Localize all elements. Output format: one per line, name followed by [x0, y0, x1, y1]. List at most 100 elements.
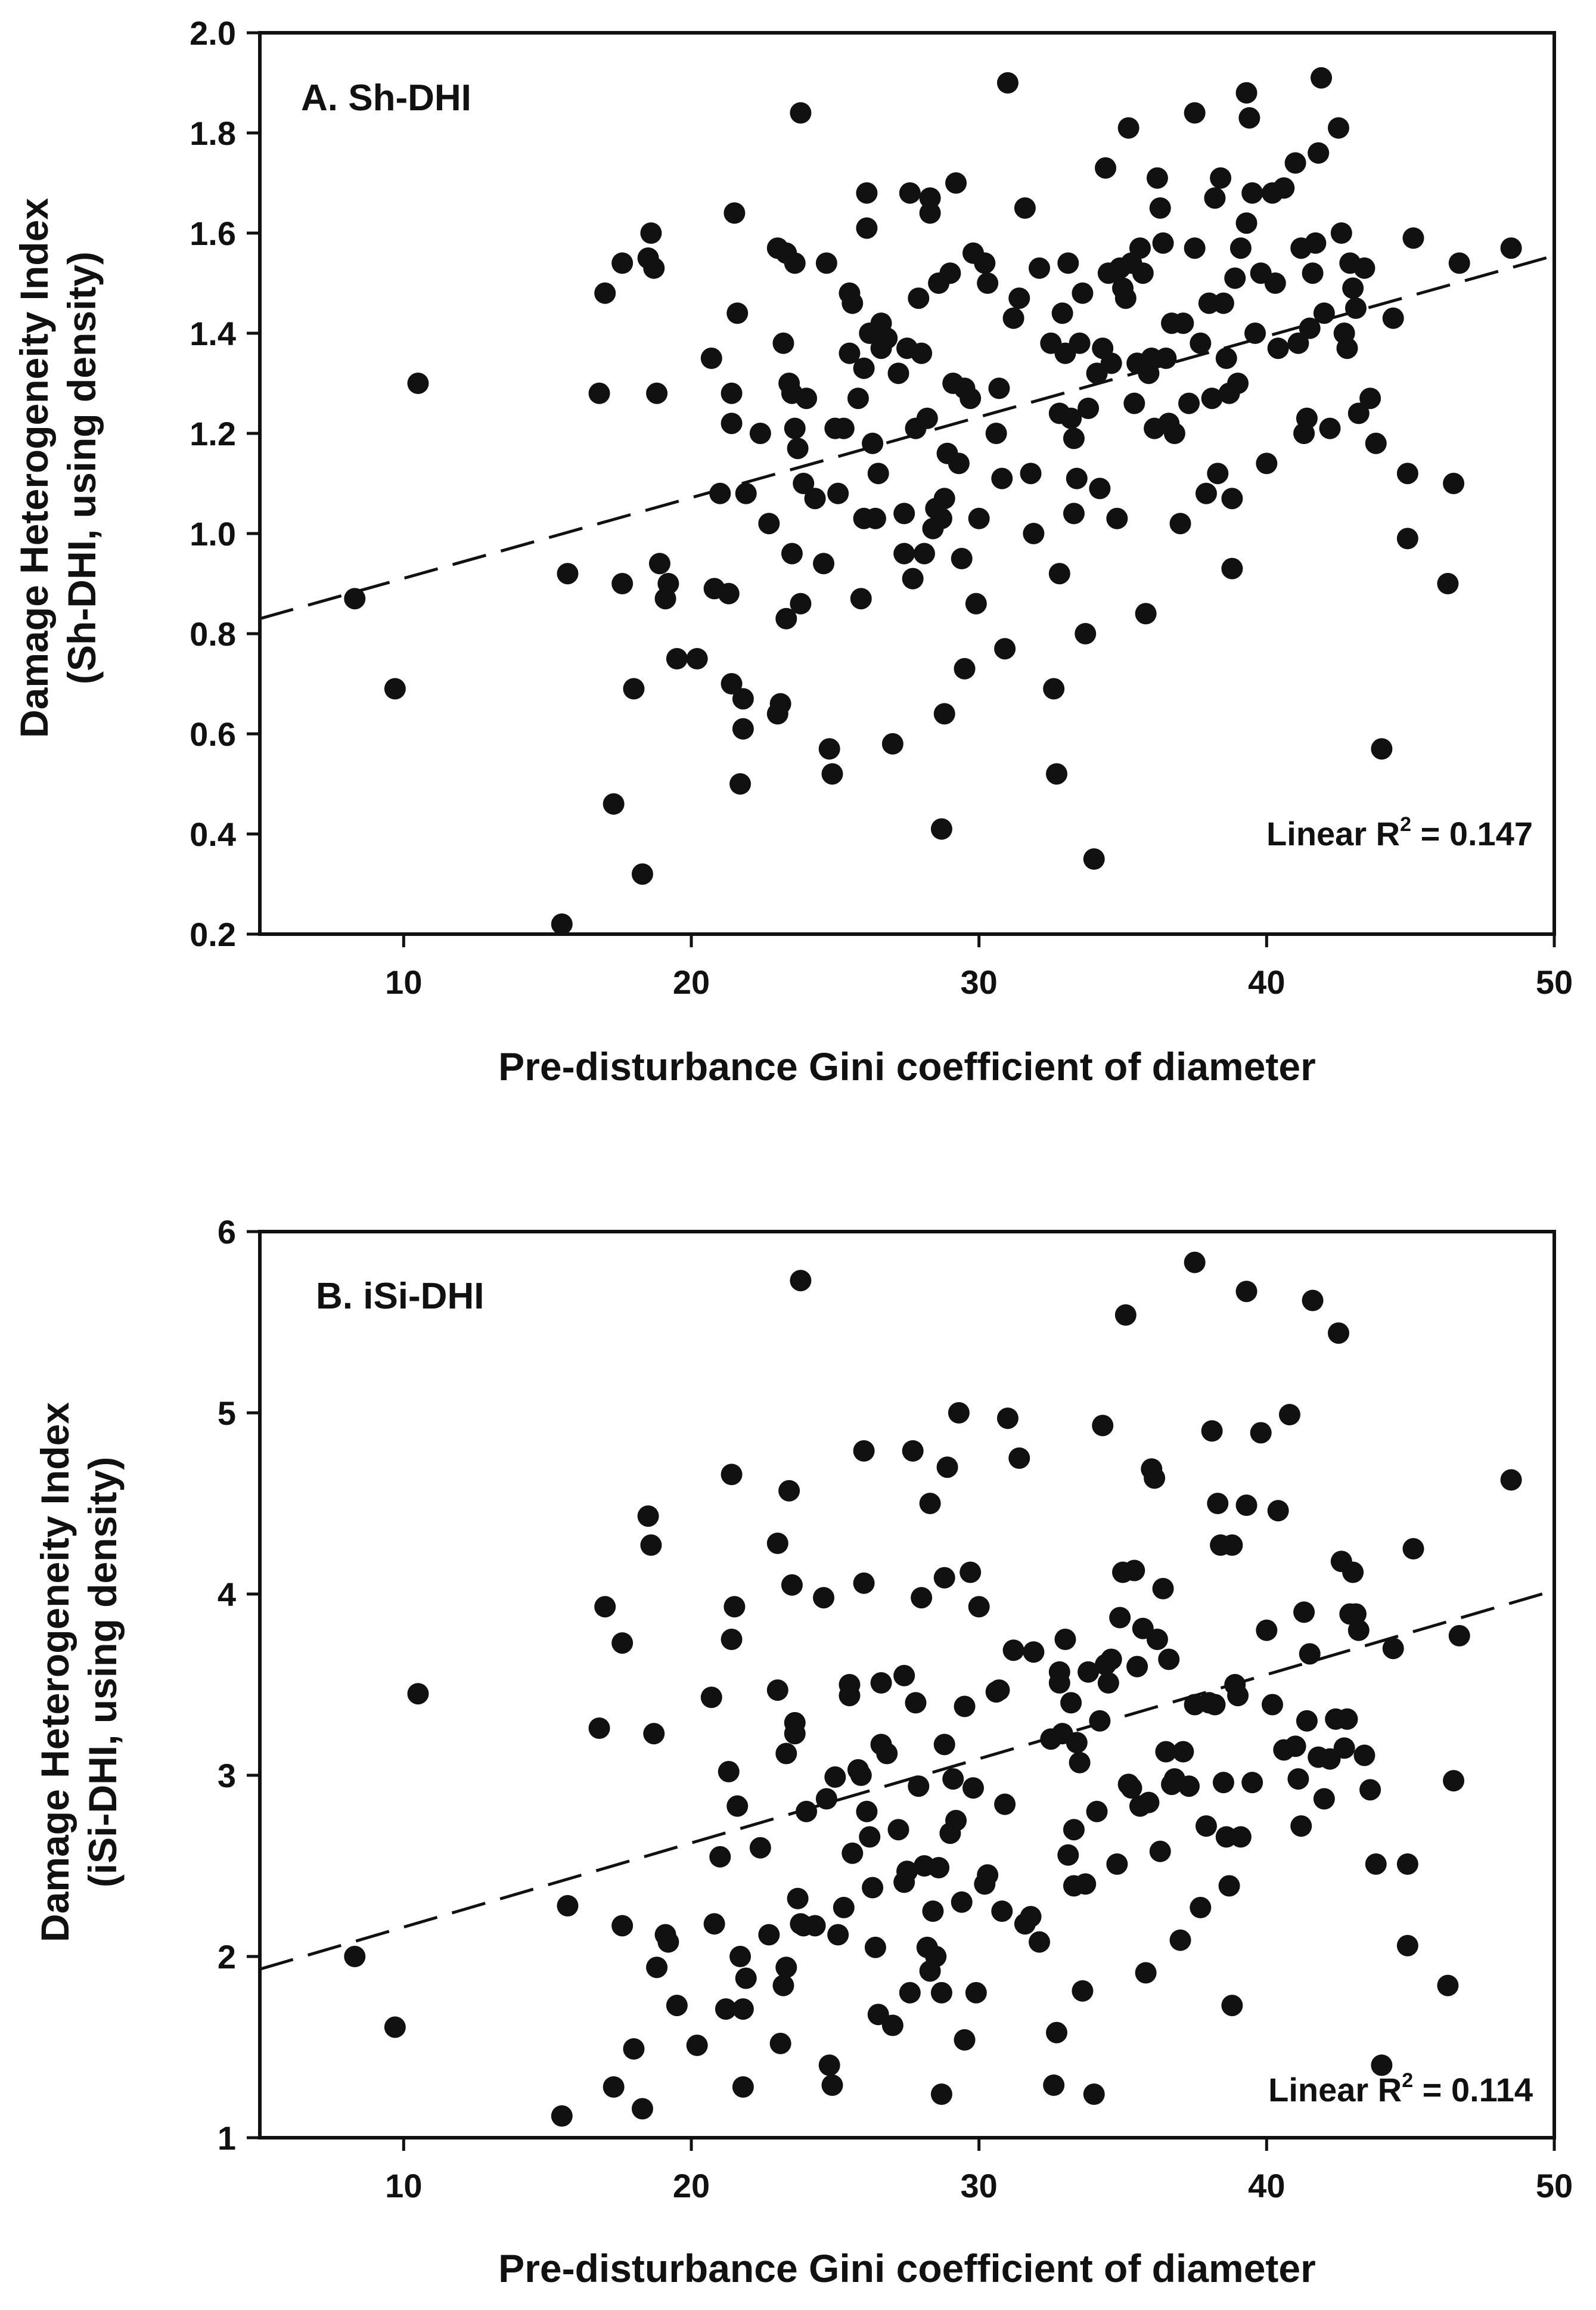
panel-b-data-point [1029, 1931, 1051, 1953]
panel-a-data-points [344, 67, 1522, 935]
panel-a-data-point [939, 262, 961, 284]
panel-b-data-point [766, 1679, 788, 1701]
panel-b-data-point [1229, 1826, 1252, 1848]
panel-b-data-point [850, 1765, 872, 1786]
panel-a-x-axis-title: Pre-disturbance Gini coefficient of diam… [498, 1044, 1316, 1089]
panel-a-data-point [1129, 237, 1151, 259]
panel-b-data-point [646, 1956, 668, 1979]
panel-b-data-point [1106, 1853, 1128, 1875]
panel-a-data-point [1437, 573, 1459, 594]
panel-b-data-point [726, 1795, 749, 1817]
panel-b-data-point [1328, 1322, 1349, 1344]
panel-a-data-point [881, 733, 903, 755]
panel-a-data-point [1353, 257, 1375, 279]
panel-b-data-point [769, 2032, 791, 2054]
panel-b-data-point [804, 1915, 826, 1937]
panel-b-y-tick-label: 3 [218, 1757, 236, 1794]
panel-b-data-point [709, 1846, 731, 1868]
panel-a-data-point [1014, 197, 1036, 219]
panel-a-data-point [611, 252, 634, 274]
panel-a-x-tick-label: 20 [673, 963, 710, 1001]
panel-b-data-point [1178, 1775, 1200, 1797]
panel-a-data-point [1347, 402, 1370, 424]
panel-b-data-point [1353, 1744, 1375, 1766]
panel-b-data-point [1302, 1289, 1324, 1311]
panel-a-data-point [551, 913, 573, 935]
panel-a-y-axis-title-line1: Damage Heterogeneity Index [12, 198, 56, 738]
panel-a-data-point [772, 332, 794, 354]
panel-a-data-point [1313, 302, 1335, 324]
panel-b-data-point [933, 1734, 955, 1756]
panel-a-data-point [1184, 102, 1206, 124]
panel-a-data-point [1083, 848, 1105, 870]
panel-a-data-point [623, 678, 645, 700]
panel-a-r2-superscript: 2 [1400, 813, 1411, 836]
panel-a-data-point [954, 658, 976, 680]
panel-a-data-point [839, 342, 861, 364]
panel-b-data-point [813, 1587, 835, 1609]
panel-b-data-point [384, 2016, 406, 2038]
panel-b-y-axis-title-line1: Damage Heterogeneity Index [33, 1402, 77, 1942]
panel-a-data-point [721, 413, 743, 435]
panel-b-data-point [1250, 1422, 1272, 1444]
panel-a-data-point [1149, 197, 1171, 219]
panel-b-data-point [1126, 1655, 1148, 1678]
panel-a-trendline [259, 254, 1555, 621]
panel-b-data-point [1169, 1929, 1191, 1951]
panel-a-data-point [1359, 387, 1381, 410]
panel-a-data-point [726, 302, 749, 324]
panel-b-data-point [778, 1480, 800, 1502]
panel-a-data-point [1123, 392, 1145, 414]
panel-b-data-point [1500, 1469, 1522, 1491]
panel-a-data-point [384, 678, 406, 700]
panel-b-data-point [1138, 1791, 1160, 1813]
panel-a-data-point [1023, 523, 1045, 544]
panel-b-data-point [1207, 1493, 1229, 1514]
panel-b-data-point [1008, 1447, 1030, 1469]
panel-b-data-point [766, 1532, 788, 1554]
panel-a-data-point [732, 718, 754, 740]
panel-a-data-point [842, 292, 864, 314]
panel-b-data-point [1075, 1873, 1097, 1895]
panel-a-data-point [876, 327, 898, 349]
panel-a-data-point [1172, 312, 1194, 334]
panel-a-data-point [1078, 398, 1100, 419]
panel-b-data-point [1336, 1708, 1358, 1730]
panel-b-data-point [784, 1723, 806, 1745]
panel-b-data-point [557, 1894, 579, 1917]
panel-a-data-point [1002, 307, 1024, 329]
panel-b-data-point [790, 1270, 812, 1292]
panel-b-y-tick-label: 4 [218, 1576, 236, 1613]
panel-b-data-point [1235, 1494, 1257, 1517]
panel-a-y-axis: 0.2 0.4 0.6 0.8 1.0 1.2 1.4 1.6 1.8 2.0 [190, 14, 260, 953]
panel-b-data-point [842, 1842, 864, 1864]
panel-b-data-point [824, 1766, 846, 1788]
panel-a-data-point [1273, 177, 1295, 199]
panel-b-data-point [977, 1864, 999, 1886]
panel-a-data-point [793, 473, 815, 494]
panel-a-data-point [1396, 463, 1418, 485]
panel-b-data-point [1296, 1710, 1318, 1732]
panel-b-data-point [1448, 1624, 1470, 1647]
panel-b-data-point [1060, 1692, 1082, 1714]
panel-b-plot-frame [258, 1230, 1556, 2140]
panel-a-data-point [1069, 332, 1091, 354]
panel-a-y-tick-label: 1.0 [190, 515, 236, 553]
panel-b-y-axis-title-line2: (iSi-DHI, using density) [80, 1457, 125, 1887]
panel-b-data-point [928, 1857, 950, 1879]
panel-a-data-point [991, 467, 1013, 489]
panel-a-data-point [721, 673, 743, 694]
panel-b-data-point [796, 1800, 818, 1822]
panel-b-isi-dhi: Damage Heterogeneity Index (iSi-DHI, usi… [33, 1213, 1573, 2290]
panel-b-data-point [821, 2074, 843, 2096]
panel-a-data-point [1336, 337, 1358, 359]
panel-b-data-point [732, 2076, 754, 2098]
panel-a-data-point [1284, 152, 1306, 174]
panel-a-data-point [951, 548, 973, 569]
panel-a-label: A. Sh-DHI [301, 77, 471, 119]
panel-a-y-axis-title-line2: (Sh-DHI, using density) [60, 252, 104, 684]
panel-a-data-point [1267, 337, 1289, 359]
panel-a-data-point [718, 582, 740, 604]
panel-a-data-point [864, 507, 886, 529]
panel-a-data-point [603, 793, 625, 815]
